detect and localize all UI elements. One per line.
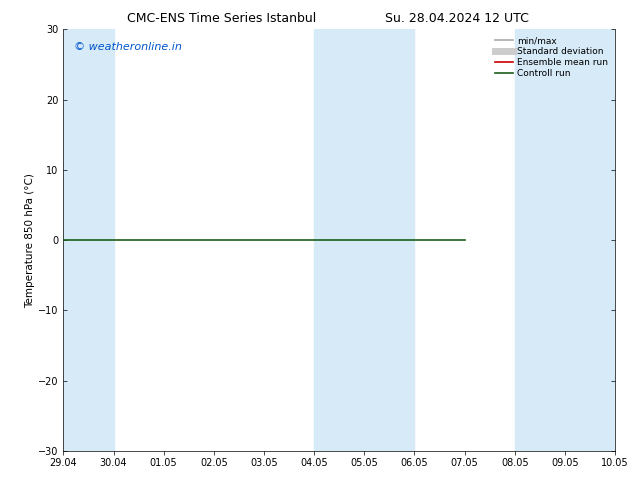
Legend: min/max, Standard deviation, Ensemble mean run, Controll run: min/max, Standard deviation, Ensemble me… xyxy=(493,34,611,81)
Bar xyxy=(365,29,415,451)
Bar xyxy=(314,29,365,451)
Y-axis label: Temperature 850 hPa (°C): Temperature 850 hPa (°C) xyxy=(25,172,36,308)
Text: © weatheronline.in: © weatheronline.in xyxy=(74,42,183,52)
Bar xyxy=(63,29,113,451)
Text: Su. 28.04.2024 12 UTC: Su. 28.04.2024 12 UTC xyxy=(385,12,528,25)
Bar xyxy=(515,29,565,451)
Text: CMC-ENS Time Series Istanbul: CMC-ENS Time Series Istanbul xyxy=(127,12,316,25)
Bar xyxy=(565,29,615,451)
